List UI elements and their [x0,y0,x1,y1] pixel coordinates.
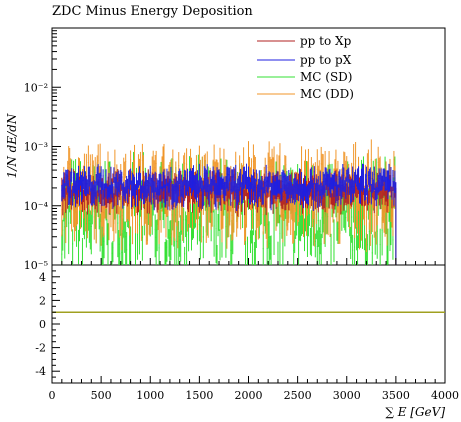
y-axis-label: 1/N dE/dN [5,113,19,178]
ratio-y-tick-label: 0 [39,318,46,331]
legend-label-mc-dd: MC (DD) [300,87,354,101]
x-tick-label: 3500 [382,389,410,402]
x-tick-label: 3000 [333,389,361,402]
legend-label-mc-sd: MC (SD) [300,70,353,84]
x-tick-label: 500 [91,389,112,402]
legend: pp to Xp pp to pX MC (SD) MC (DD) [257,34,354,101]
ratio-y-tick-label: -4 [35,365,46,378]
x-tick-label: 0 [49,389,56,402]
series-pp-to-px [61,163,397,265]
ticks-layer: 0 500 1000 1500 2000 2500 3000 3500 4000 10⁻⁵ 10⁻⁴… [24,30,459,402]
x-tick-label: 1000 [136,389,164,402]
y-tick-label: 10⁻⁴ [24,200,49,213]
x-tick-label: 4000 [431,389,459,402]
x-axis-label: ∑ E [GeV] [385,405,445,419]
chart-title: ZDC Minus Energy Deposition [52,4,253,19]
ratio-y-tick-label: 4 [39,271,46,284]
x-tick-label: 2500 [284,389,312,402]
ratio-y-tick-label: 2 [39,294,46,307]
series-layer [61,139,397,265]
ratio-y-tick-label: -2 [35,342,46,355]
x-tick-label: 2000 [235,389,263,402]
legend-label-pp-to-px: pp to pX [300,53,352,67]
legend-label-pp-to-xp: pp to Xp [300,34,352,48]
y-tick-label: 10⁻⁵ [24,259,48,272]
ratio-plot-frame [51,264,446,384]
y-tick-label: 10⁻³ [24,141,48,154]
y-tick-label: 10⁻² [24,81,48,94]
x-tick-label: 1500 [185,389,213,402]
